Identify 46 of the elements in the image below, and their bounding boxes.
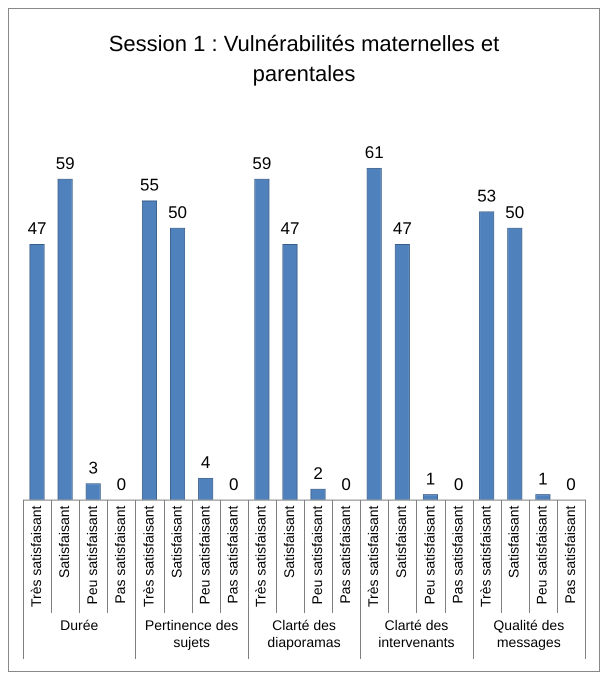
data-label: 59 xyxy=(56,154,75,173)
x-tick-label: Pas satisfaisant xyxy=(562,506,578,604)
data-label: 0 xyxy=(454,474,464,494)
text: Durée xyxy=(60,616,98,633)
data-label: 53 xyxy=(477,186,496,206)
text: Clarté des diaporamas xyxy=(267,616,341,650)
x-tick-label: Peu satisfaisant xyxy=(534,505,550,604)
data-label: 50 xyxy=(505,202,524,222)
x-tick-label: Très satisfaisant xyxy=(140,505,156,607)
data-label: 1 xyxy=(538,469,548,488)
data-label: 59 xyxy=(252,154,272,173)
data-label: 55 xyxy=(140,176,159,195)
data-label: 47 xyxy=(280,219,300,238)
x-tick-label: Satisfaisant xyxy=(393,505,410,578)
text: Clarté des intervenants xyxy=(378,616,455,650)
chart-title: Session 1 : Vulnérabilités maternelles et parentales xyxy=(108,30,500,88)
x-tick-label: Peu satisfaisant xyxy=(84,505,100,604)
x-tick-label: Satisfaisant xyxy=(280,505,297,578)
data-label: 61 xyxy=(364,143,384,162)
x-tick-label: Pas satisfaisant xyxy=(449,506,466,604)
x-tick-label: Peu satisfaisant xyxy=(196,505,213,604)
x-tick-label: Satisfaisant xyxy=(506,505,522,578)
data-label: 50 xyxy=(168,202,188,222)
data-label: 47 xyxy=(28,219,47,238)
data-label: 1 xyxy=(426,469,436,488)
x-tick-label: Très satisfaisant xyxy=(252,505,269,607)
x-tick-label: Très satisfaisant xyxy=(365,505,382,607)
x-tick-label: Très satisfaisant xyxy=(478,505,494,607)
data-label: 2 xyxy=(313,464,323,483)
x-tick-label: Peu satisfaisant xyxy=(421,505,438,604)
x-tick-label: Pas satisfaisant xyxy=(112,506,128,604)
data-label: 0 xyxy=(341,474,351,494)
data-label: 4 xyxy=(200,453,210,472)
x-tick-label: Très satisfaisant xyxy=(28,505,44,607)
data-label: 47 xyxy=(392,219,412,238)
x-tick-label: Satisfaisant xyxy=(168,505,184,578)
text: Pertinence des sujets xyxy=(144,616,238,650)
data-label: 0 xyxy=(566,474,576,494)
x-tick-label: Pas satisfaisant xyxy=(337,506,354,604)
data-label: 0 xyxy=(116,474,126,494)
data-label: 0 xyxy=(229,474,238,494)
data-label: 3 xyxy=(88,458,98,478)
x-tick-label: Pas satisfaisant xyxy=(224,506,241,604)
x-tick-label: Peu satisfaisant xyxy=(308,505,325,604)
x-tick-label: Satisfaisant xyxy=(56,505,72,578)
text: Qualité des messages xyxy=(493,616,564,650)
